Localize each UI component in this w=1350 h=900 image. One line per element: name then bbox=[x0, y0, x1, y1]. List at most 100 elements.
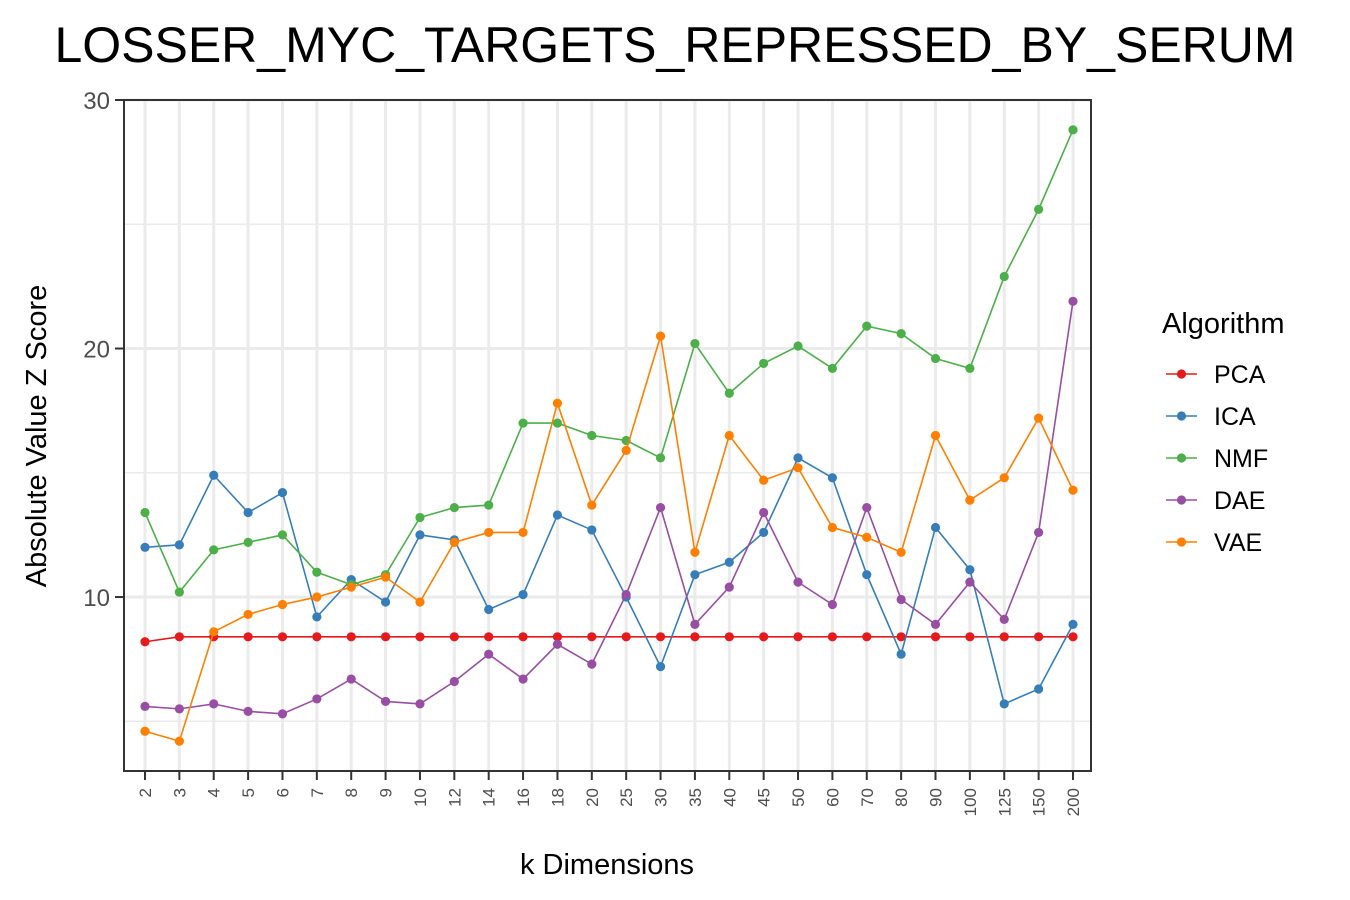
data-point bbox=[415, 512, 425, 523]
data-point bbox=[449, 502, 459, 513]
data-point bbox=[1034, 204, 1044, 214]
legend-key-point bbox=[1176, 369, 1187, 379]
plot-panel bbox=[124, 100, 1091, 771]
legend: Algorithm PCA ICA NMF DAE VAE bbox=[1162, 308, 1285, 557]
x-tick-label: 10 bbox=[411, 788, 430, 807]
data-point bbox=[552, 632, 563, 642]
data-point bbox=[759, 358, 769, 369]
data-point bbox=[621, 589, 631, 600]
data-point bbox=[209, 545, 219, 555]
data-point bbox=[518, 527, 528, 538]
data-point bbox=[724, 632, 734, 642]
data-point bbox=[1068, 296, 1078, 306]
y-axis-title: Absolute Value Z Score bbox=[21, 285, 53, 588]
data-point bbox=[759, 475, 769, 485]
x-tick-label: 60 bbox=[823, 788, 842, 807]
data-point bbox=[1034, 527, 1044, 538]
data-point bbox=[999, 699, 1009, 709]
legend-label: ICA bbox=[1214, 403, 1256, 431]
data-point bbox=[655, 453, 666, 463]
legend-item-vae: VAE bbox=[1166, 529, 1262, 557]
data-point bbox=[1068, 485, 1078, 495]
data-point bbox=[209, 470, 219, 480]
plot-border bbox=[123, 99, 1092, 772]
data-point bbox=[346, 674, 356, 684]
x-tick-label: 125 bbox=[995, 788, 1014, 816]
x-tick-label: 25 bbox=[617, 788, 636, 807]
data-point bbox=[380, 572, 391, 582]
data-point bbox=[930, 430, 941, 441]
legend-key-point bbox=[1176, 411, 1187, 421]
data-point bbox=[759, 507, 769, 518]
x-tick-label: 9 bbox=[377, 788, 396, 797]
data-point bbox=[793, 463, 803, 473]
data-point bbox=[484, 632, 494, 642]
data-point bbox=[312, 612, 322, 622]
legend-label: DAE bbox=[1214, 487, 1265, 515]
data-point bbox=[587, 500, 597, 510]
data-point bbox=[690, 619, 700, 629]
data-point bbox=[827, 363, 838, 373]
data-point bbox=[415, 632, 425, 642]
series-line-vae bbox=[144, 335, 1074, 743]
legend-item-nmf: NMF bbox=[1166, 445, 1268, 473]
data-point bbox=[1068, 619, 1078, 629]
x-tick-label: 20 bbox=[583, 788, 602, 807]
x-tick-label: 3 bbox=[170, 788, 189, 797]
data-point bbox=[277, 488, 288, 498]
data-point bbox=[518, 632, 528, 642]
data-point bbox=[484, 604, 494, 615]
data-point bbox=[621, 632, 631, 642]
series-dae bbox=[140, 296, 1078, 719]
data-point bbox=[827, 632, 838, 642]
data-point bbox=[827, 599, 838, 610]
data-point bbox=[277, 530, 288, 540]
data-point bbox=[518, 418, 528, 428]
data-point bbox=[724, 582, 734, 592]
data-point bbox=[312, 694, 322, 704]
x-tick-label: 2 bbox=[136, 788, 155, 797]
data-point bbox=[484, 500, 494, 510]
x-tick-label: 30 bbox=[652, 788, 671, 807]
data-point bbox=[1034, 684, 1044, 694]
data-point bbox=[862, 321, 872, 331]
data-point bbox=[930, 619, 941, 629]
legend-label: PCA bbox=[1214, 361, 1266, 389]
data-point bbox=[862, 532, 872, 542]
data-point bbox=[415, 699, 425, 709]
x-tick-label: 150 bbox=[1030, 788, 1049, 816]
data-point bbox=[346, 632, 356, 642]
data-point bbox=[587, 430, 597, 441]
data-point bbox=[243, 609, 253, 620]
data-point bbox=[621, 445, 631, 456]
grid-minor bbox=[124, 223, 1091, 723]
data-point bbox=[140, 701, 150, 711]
x-axis-title: k Dimensions bbox=[520, 849, 694, 881]
data-point bbox=[759, 527, 769, 538]
series-layer bbox=[140, 125, 1078, 746]
data-point bbox=[896, 329, 906, 339]
data-point bbox=[243, 507, 253, 518]
series-line-pca bbox=[144, 635, 1073, 643]
data-point bbox=[140, 507, 150, 518]
data-point bbox=[999, 473, 1009, 483]
data-point bbox=[140, 542, 150, 552]
x-tick-label: 7 bbox=[308, 788, 327, 797]
x-tick-label: 100 bbox=[961, 788, 980, 816]
data-point bbox=[930, 353, 941, 364]
series-line-nmf bbox=[144, 129, 1074, 594]
legend-key-point bbox=[1176, 537, 1187, 547]
legend-key-point bbox=[1176, 453, 1187, 463]
data-point bbox=[587, 632, 597, 642]
data-point bbox=[827, 522, 838, 533]
data-point bbox=[1034, 632, 1044, 642]
x-tick-label: 5 bbox=[239, 788, 258, 797]
legend-key-point bbox=[1176, 495, 1187, 505]
data-point bbox=[209, 699, 219, 709]
x-tick-label: 18 bbox=[548, 788, 567, 807]
x-tick-label: 50 bbox=[789, 788, 808, 807]
data-point bbox=[449, 537, 459, 547]
data-point bbox=[793, 453, 803, 463]
data-point bbox=[1034, 413, 1044, 423]
data-point bbox=[346, 582, 356, 592]
